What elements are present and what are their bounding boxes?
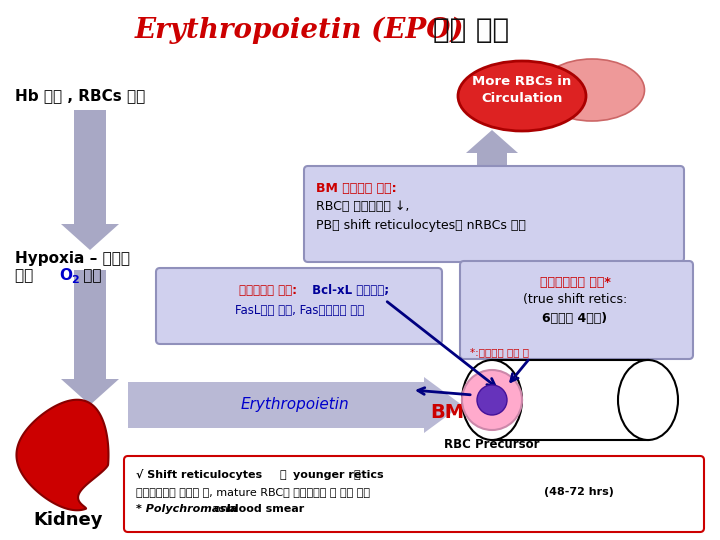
Text: PB내 shift reticulocytes와 nRBCs 출현: PB내 shift reticulocytes와 nRBCs 출현 <box>316 219 526 233</box>
FancyBboxPatch shape <box>124 456 704 532</box>
FancyBboxPatch shape <box>460 261 693 359</box>
Ellipse shape <box>458 61 586 131</box>
Text: FasL생성 감소, Fas전구세포 증가: FasL생성 감소, Fas전구세포 증가 <box>235 303 364 316</box>
Text: O: O <box>59 268 72 284</box>
Text: Erythropoietin (EPO): Erythropoietin (EPO) <box>135 16 474 44</box>
Text: BM 조기방출 허용:: BM 조기방출 허용: <box>316 181 397 194</box>
Circle shape <box>477 385 507 415</box>
Polygon shape <box>61 270 119 405</box>
Text: 세포자멸사 회피:: 세포자멸사 회피: <box>239 284 297 296</box>
Text: Erythropoietin: Erythropoietin <box>240 397 349 413</box>
Text: Kidney: Kidney <box>33 511 103 529</box>
FancyBboxPatch shape <box>156 268 442 344</box>
Text: * Polychromasia: * Polychromasia <box>136 504 241 514</box>
Ellipse shape <box>618 360 678 440</box>
Text: on: on <box>214 504 231 514</box>
Text: Bcl-xL 발현증가;: Bcl-xL 발현증가; <box>308 284 389 296</box>
Text: *:세포주기 짧아 짐: *:세포주기 짧아 짐 <box>470 347 529 357</box>
Bar <box>492 360 648 440</box>
Text: 작용 개요: 작용 개요 <box>433 16 509 44</box>
Text: 세포자멸사 회피:: 세포자멸사 회피: <box>0 539 1 540</box>
Text: 순환혁액으로 유입된 후, mature RBC로 성숙하는데 더 오래 걸림: 순환혁액으로 유입된 후, mature RBC로 성숙하는데 더 오래 걸림 <box>136 487 374 497</box>
Text: (true shift retics:: (true shift retics: <box>523 294 627 307</box>
Polygon shape <box>128 377 462 433</box>
Ellipse shape <box>462 360 522 440</box>
Text: Hypoxia – 조직내: Hypoxia – 조직내 <box>15 251 130 266</box>
Text: 분압: 분압 <box>78 268 102 284</box>
Circle shape <box>462 370 522 430</box>
FancyBboxPatch shape <box>304 166 684 262</box>
Polygon shape <box>61 110 119 250</box>
Text: RBC막 수용체발현 ↓,: RBC막 수용체발현 ↓, <box>316 200 410 213</box>
Text: 6일에서 4일로): 6일에서 4일로) <box>542 312 608 325</box>
Text: Hb 감소 , RBCs 감소: Hb 감소 , RBCs 감소 <box>15 89 145 104</box>
Text: 세포자멸사 회피: Bcl-xL 발현증가;: 세포자멸사 회피: Bcl-xL 발현증가; <box>0 539 1 540</box>
Text: 세포성숙기간 단축*: 세포성숙기간 단축* <box>539 275 611 288</box>
Text: 낙은: 낙은 <box>15 268 38 284</box>
Polygon shape <box>466 130 518 185</box>
Text: 로: 로 <box>353 470 359 480</box>
Text: 는: 는 <box>280 470 290 480</box>
Text: younger retics: younger retics <box>293 470 387 480</box>
Text: blood smear: blood smear <box>227 504 305 514</box>
Text: (48-72 hrs): (48-72 hrs) <box>544 487 614 497</box>
Text: BM: BM <box>430 402 464 422</box>
Text: More RBCs in
Circulation: More RBCs in Circulation <box>472 75 572 105</box>
Text: √ Shift reticulocytes: √ Shift reticulocytes <box>136 469 266 481</box>
Text: 2: 2 <box>71 275 78 285</box>
Text: 세포자멸사 회피: Bcl-xL 발현증가;: 세포자멸사 회피: Bcl-xL 발현증가; <box>0 0 132 3</box>
Polygon shape <box>17 400 109 510</box>
Ellipse shape <box>539 59 644 121</box>
Text: RBC Precursor: RBC Precursor <box>444 437 540 450</box>
